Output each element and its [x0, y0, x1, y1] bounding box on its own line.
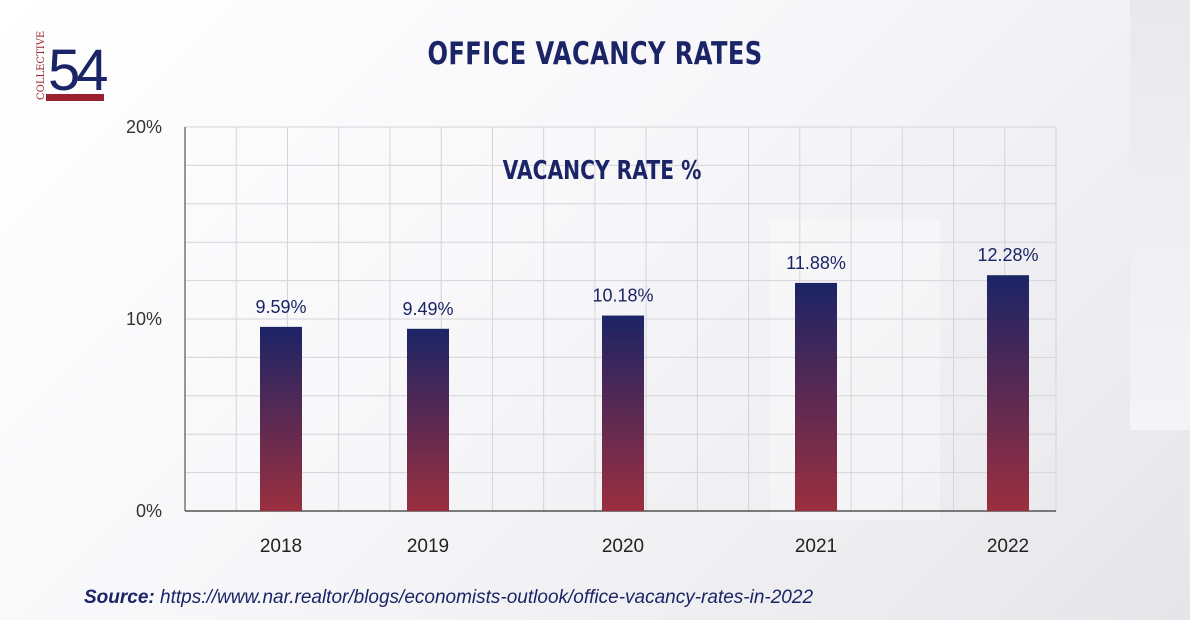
bar-2022	[987, 275, 1029, 511]
bar-2018	[260, 326, 302, 511]
y-tick-label: 10%	[126, 309, 162, 329]
y-tick-label: 0%	[136, 501, 162, 521]
x-tick-label: 2018	[260, 536, 302, 557]
x-tick-label: 2020	[602, 536, 644, 557]
data-label-2021: 11.88%	[786, 253, 846, 273]
logo-number: 54	[48, 38, 107, 103]
logo-bar	[46, 94, 104, 101]
collective54-logo: COLLECTIVE 54	[36, 31, 110, 103]
page-title: OFFICE VACANCY RATES	[427, 36, 763, 72]
bar-2020	[602, 315, 644, 511]
data-label-2020: 10.18%	[592, 286, 653, 306]
x-tick-label: 2022	[987, 536, 1029, 557]
logo-word: COLLECTIVE	[36, 31, 47, 100]
data-label-2022: 12.28%	[977, 245, 1038, 265]
source-line: Source: https://www.nar.realtor/blogs/ec…	[84, 587, 813, 609]
x-tick-label: 2021	[795, 536, 837, 557]
data-label-2018: 9.59%	[255, 297, 306, 317]
y-tick-label: 20%	[126, 117, 162, 137]
data-label-2019: 9.49%	[402, 299, 453, 319]
bar-2021	[795, 282, 837, 511]
source-label: Source:	[84, 587, 155, 608]
bar-2019	[407, 328, 449, 511]
x-tick-label: 2019	[407, 536, 449, 557]
chart-title: VACANCY RATE %	[503, 156, 702, 186]
source-url[interactable]: https://www.nar.realtor/blogs/economists…	[160, 587, 814, 608]
